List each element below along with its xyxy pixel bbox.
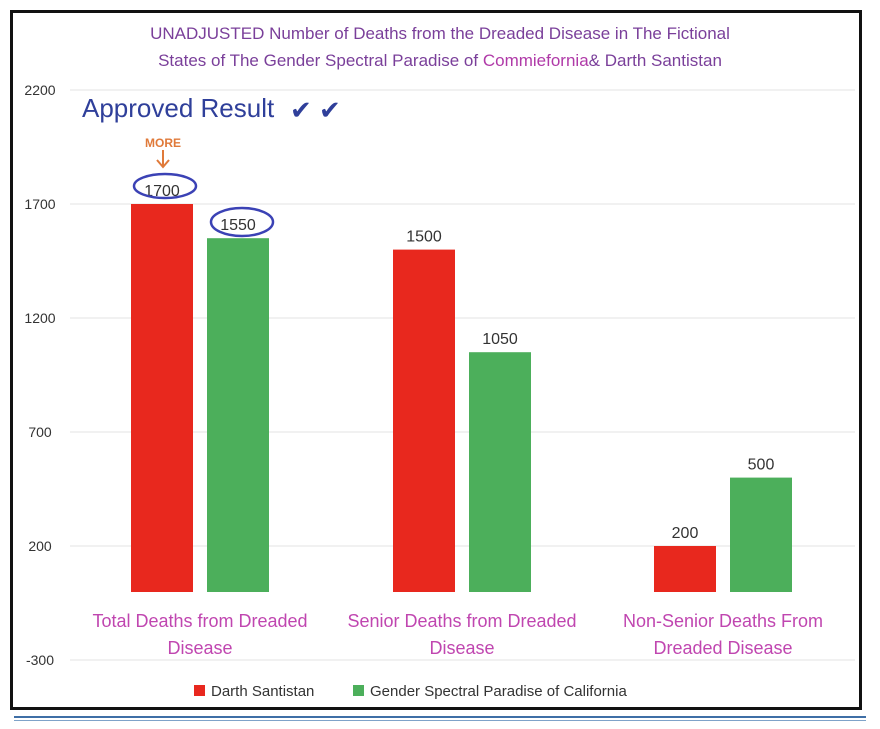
- chart-title-line-2: States of The Gender Spectral Paradise o…: [158, 51, 722, 70]
- chart-title-line-2-part-b: Commiefornia: [483, 51, 589, 70]
- legend-label-california: Gender Spectral Paradise of California: [370, 683, 627, 700]
- data-label: 500: [748, 457, 775, 474]
- highlight-circle-1700: [132, 172, 198, 200]
- more-annotation: MORE: [145, 136, 181, 150]
- data-labels: 1700 1500 200 1550 1050 500: [144, 183, 774, 542]
- bar: [393, 249, 455, 592]
- category-label: Disease: [429, 638, 494, 658]
- legend: Darth Santistan Gender Spectral Paradise…: [194, 683, 627, 700]
- chart-title-line-2-part-a: States of The Gender Spectral Paradise o…: [158, 51, 483, 70]
- data-label: 1050: [482, 331, 518, 348]
- y-tick-label: 2200: [24, 82, 55, 98]
- bottom-rule: [14, 716, 866, 718]
- category-label: Total Deaths from Dreaded: [92, 611, 307, 631]
- category-label: Non-Senior Deaths From: [623, 611, 823, 631]
- bar: [469, 352, 531, 592]
- bottom-rule-thin: [14, 720, 866, 721]
- category-labels: Total Deaths from Dreaded Disease Senior D…: [92, 611, 823, 658]
- legend-swatch-darth-santistan: [194, 685, 205, 696]
- data-label: 1700: [144, 183, 180, 200]
- y-tick-label: 200: [28, 538, 52, 554]
- approved-checkmarks-icon: ✔ ✔: [290, 95, 341, 125]
- approved-result-text: Approved Result: [82, 93, 275, 123]
- legend-label-darth-santistan: Darth Santistan: [211, 683, 314, 700]
- y-tick-label: 1700: [24, 196, 55, 212]
- bar: [131, 204, 193, 592]
- gridlines: [70, 89, 855, 661]
- bar: [730, 477, 792, 592]
- category-label: Senior Deaths from Dreaded: [347, 611, 576, 631]
- y-tick-labels: 2200 1700 1200 700 200 -300: [24, 82, 55, 668]
- bars: [131, 204, 792, 592]
- legend-swatch-california: [353, 685, 364, 696]
- y-tick-label: 700: [28, 424, 52, 440]
- category-label: Dreaded Disease: [653, 638, 792, 658]
- chart-title-line-2-part-c: & Darth Santistan: [589, 51, 722, 70]
- data-label: 1550: [220, 217, 256, 234]
- chart-title-line-1: UNADJUSTED Number of Deaths from the Dre…: [150, 24, 730, 43]
- data-label: 1500: [406, 229, 442, 246]
- highlight-circle-1550: [209, 206, 275, 238]
- y-tick-label: 1200: [24, 310, 55, 326]
- y-tick-label: -300: [26, 652, 54, 668]
- bar: [654, 546, 716, 592]
- data-label: 200: [672, 525, 699, 542]
- more-arrow-icon: [156, 150, 170, 169]
- bar: [207, 238, 269, 592]
- category-label: Disease: [167, 638, 232, 658]
